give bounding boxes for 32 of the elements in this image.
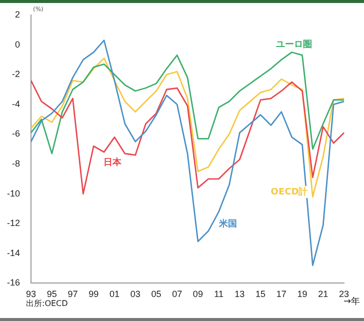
x-tick-label: 03 bbox=[130, 289, 140, 300]
y-tick-label: -2 bbox=[12, 69, 20, 80]
y-tick-label: -8 bbox=[12, 158, 20, 168]
y-tick-label: 2 bbox=[14, 9, 20, 20]
x-tick-label: 19 bbox=[297, 289, 308, 300]
x-tick-label: 05 bbox=[151, 289, 162, 300]
series-label: 米国 bbox=[218, 218, 238, 230]
x-tick-label: 21 bbox=[318, 289, 328, 300]
x-tick-label: 23 bbox=[338, 289, 350, 300]
y-tick-label: -6 bbox=[12, 128, 20, 139]
x-tick-label: 11 bbox=[214, 289, 224, 300]
x-tick-label: 01 bbox=[109, 289, 120, 300]
x-axis-title: →年 bbox=[343, 296, 360, 308]
x-tick-label: 09 bbox=[192, 289, 203, 300]
x-tick-label: 15 bbox=[256, 289, 266, 300]
y-tick-label: -12 bbox=[6, 218, 20, 228]
y-tick-label: 0 bbox=[14, 39, 20, 50]
x-tick-label: 17 bbox=[276, 289, 286, 300]
x-tick-label: 97 bbox=[68, 289, 78, 300]
y-tick-label: -4 bbox=[12, 98, 20, 109]
x-tick-label: 07 bbox=[172, 289, 182, 300]
x-tick-label: 93 bbox=[26, 289, 36, 300]
y-tick-label: -16 bbox=[6, 278, 20, 288]
series-label: ユーロ圏 bbox=[276, 38, 312, 50]
y-tick-label: -10 bbox=[6, 188, 20, 198]
y-tick-label: -14 bbox=[6, 248, 20, 258]
series-label: OECD計 bbox=[270, 186, 308, 198]
x-tick-label: 13 bbox=[234, 289, 245, 300]
x-tick-label: 95 bbox=[46, 289, 57, 300]
text: 出所:OECD bbox=[26, 298, 68, 309]
x-tick-label: 99 bbox=[88, 289, 99, 300]
series-label: 日本 bbox=[103, 156, 122, 168]
